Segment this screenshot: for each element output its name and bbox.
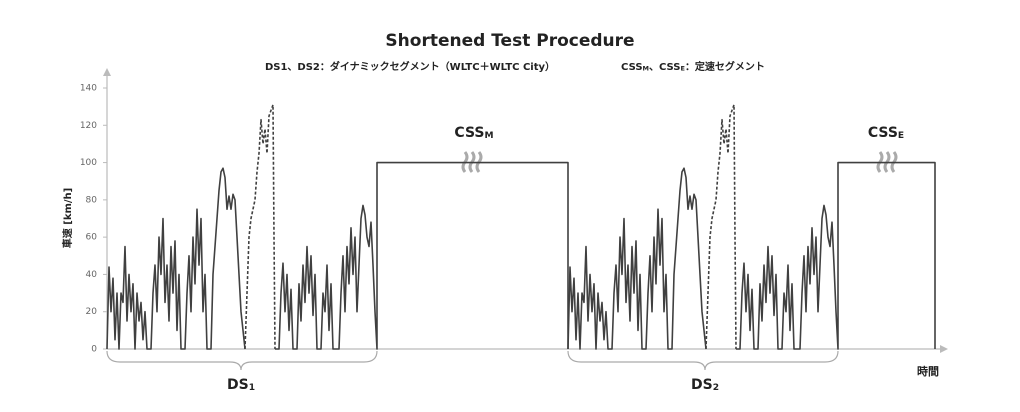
y-tick-label: 60 bbox=[86, 233, 98, 243]
speed-trace bbox=[736, 161, 936, 350]
text-part: E bbox=[680, 65, 684, 73]
y-tick-label: 120 bbox=[80, 121, 97, 131]
text-part: CSS bbox=[868, 125, 898, 141]
text-part: DS bbox=[227, 377, 249, 393]
text-part: E bbox=[898, 131, 904, 141]
text-part: CSS bbox=[454, 125, 484, 141]
text-part: ：定速セグメント bbox=[685, 60, 765, 73]
text-part: 1 bbox=[249, 383, 255, 393]
speed-trace bbox=[106, 167, 246, 350]
y-tick-label: 20 bbox=[86, 307, 98, 317]
speed-trace bbox=[705, 104, 737, 350]
subtitle: CSSM、CSSE：定速セグメント bbox=[621, 60, 765, 73]
speed-trace bbox=[275, 161, 569, 350]
segment-label: CSSM bbox=[454, 125, 493, 141]
y-tick-label: 140 bbox=[80, 84, 97, 94]
text-part: CSS bbox=[621, 62, 642, 73]
subtitle: DS1、DS2：ダイナミックセグメント（WLTC＋WLTC City） bbox=[265, 60, 555, 73]
axis-arrow bbox=[940, 345, 948, 353]
brace bbox=[567, 350, 839, 371]
text-part: 2 bbox=[713, 383, 719, 393]
chart-title: Shortened Test Procedure bbox=[385, 31, 634, 51]
text-part: DS bbox=[691, 377, 713, 393]
y-axis-label: 車速 [km/h] bbox=[61, 188, 74, 248]
y-tick-label: 40 bbox=[86, 270, 98, 280]
speed-trace bbox=[567, 167, 707, 350]
segment-label: DS2 bbox=[691, 377, 719, 393]
text-part: 、CSS bbox=[649, 62, 680, 73]
brace bbox=[106, 350, 378, 371]
segment-label: CSSE bbox=[868, 125, 904, 141]
segment-label: DS1 bbox=[227, 377, 255, 393]
text-part: M bbox=[643, 65, 649, 73]
y-tick-label: 0 bbox=[91, 345, 97, 355]
y-tick-label: 80 bbox=[86, 195, 98, 205]
speed-trace bbox=[244, 104, 276, 350]
text-part: M bbox=[485, 131, 494, 141]
axis-arrow bbox=[103, 68, 111, 76]
x-axis-label: 時間 bbox=[917, 364, 939, 378]
y-tick-label: 100 bbox=[80, 158, 97, 168]
